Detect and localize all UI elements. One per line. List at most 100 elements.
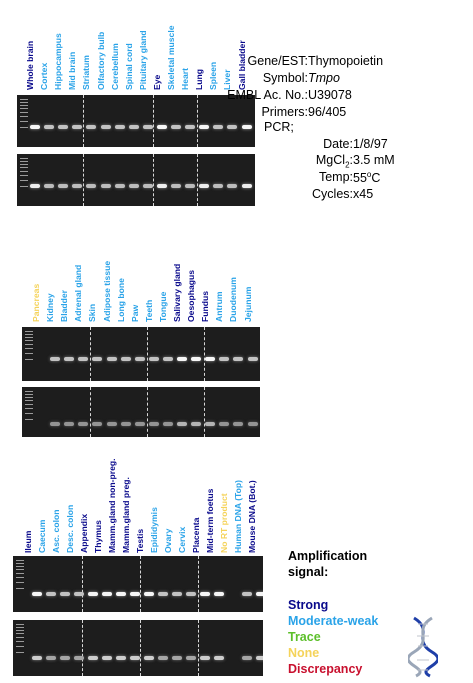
- gel-band: [114, 184, 125, 188]
- ladder-rung: [20, 180, 28, 181]
- gel-band: [128, 125, 139, 129]
- gel-band: [46, 656, 56, 660]
- gel-band: [78, 422, 89, 426]
- ladder-rung: [16, 630, 24, 631]
- gel-band: [58, 125, 69, 129]
- lane-divider: [153, 154, 154, 206]
- dna-ladder: [16, 556, 24, 612]
- ladder-rung: [20, 121, 28, 122]
- panel2-lane-label: Pancreas: [31, 283, 41, 322]
- gel-band: [74, 656, 84, 660]
- panel1-gel-bottom: [17, 154, 255, 206]
- ladder-rung: [25, 394, 33, 395]
- gel-band: [120, 422, 131, 426]
- gel-band: [88, 656, 98, 660]
- gel-band: [186, 592, 196, 596]
- lane-divider: [82, 620, 83, 676]
- gel-band: [92, 357, 103, 361]
- gel-band: [214, 656, 224, 660]
- lane-divider: [147, 387, 148, 437]
- gel-band: [200, 656, 210, 660]
- ladder-rung: [25, 391, 33, 392]
- gel-band: [256, 592, 263, 596]
- ladder-rung: [25, 408, 33, 409]
- legend-trace: Trace: [288, 630, 321, 644]
- panel2-gel-bottom: [22, 387, 260, 437]
- panel3-lane-label: Mamm.gland non-preg.: [107, 458, 117, 553]
- symbol-value: Tmpo: [308, 71, 340, 85]
- gel-band: [241, 184, 252, 188]
- gel-band: [72, 184, 83, 188]
- gel-band: [78, 357, 89, 361]
- date-value: 1/8/97: [353, 137, 388, 151]
- gel-band: [242, 656, 252, 660]
- gel-band: [162, 357, 173, 361]
- gel-band: [227, 184, 238, 188]
- gel-band: [86, 125, 97, 129]
- ladder-rung: [20, 105, 28, 106]
- panel2-lane-label: Antrum: [214, 291, 225, 322]
- gel-band: [92, 422, 103, 426]
- gel-band: [72, 125, 83, 129]
- date-key: Date:: [323, 137, 353, 151]
- gel-band: [142, 184, 153, 188]
- lane-divider: [153, 95, 154, 147]
- cycles-value: x45: [353, 187, 374, 201]
- ladder-rung: [20, 112, 28, 113]
- ladder-rung: [16, 573, 24, 574]
- panel2-gel-top: [22, 327, 260, 381]
- gel-band: [32, 592, 42, 596]
- gel-band: [213, 125, 224, 129]
- ladder-rung: [25, 348, 33, 349]
- legend-discrepancy: Discrepancy: [288, 662, 363, 676]
- panel2-lane-label: Oesophagus: [186, 269, 197, 322]
- gel-band: [158, 592, 168, 596]
- dna-ladder: [25, 327, 33, 381]
- ladder-rung: [16, 588, 24, 589]
- temp-key: Temp:: [318, 170, 353, 184]
- gel-band: [213, 184, 224, 188]
- gel-band: [130, 656, 140, 660]
- panel3-lane-label: Ovary: [163, 528, 173, 553]
- gel-band: [134, 422, 145, 426]
- gel-band: [148, 422, 159, 426]
- gel-band: [106, 357, 117, 361]
- gel-band: [247, 422, 258, 426]
- gel-band: [172, 656, 182, 660]
- ladder-rung: [16, 563, 24, 564]
- gel-band: [219, 422, 230, 426]
- gel-band: [256, 656, 263, 660]
- gel-band: [44, 125, 55, 129]
- gel-band: [205, 422, 216, 426]
- ladder-rung: [20, 99, 28, 100]
- ladder-rung: [16, 577, 24, 578]
- ladder-rung: [25, 400, 33, 401]
- gel-band: [114, 125, 125, 129]
- lane-divider: [82, 556, 83, 612]
- panel3-lane-label: Mouse DNA (Bot.): [247, 480, 257, 553]
- panel3-gel-top: [13, 556, 263, 612]
- gel-band: [142, 125, 153, 129]
- ladder-rung: [20, 127, 28, 128]
- gel-band: [205, 357, 216, 361]
- gel-band: [120, 357, 131, 361]
- ladder-rung: [20, 158, 28, 159]
- ladder-rung: [20, 167, 28, 168]
- gene-info: Gene/EST: Thymopoietin Symbol: Tmpo EMBL…: [0, 0, 473, 201]
- ladder-rung: [25, 337, 33, 338]
- gene-value: Thymopoietin: [308, 54, 384, 68]
- ladder-rung: [16, 566, 24, 567]
- ladder-rung: [20, 164, 28, 165]
- temp-number: 55: [353, 171, 367, 186]
- gel-band: [177, 422, 187, 426]
- gel-band: [46, 592, 56, 596]
- gel-band: [144, 592, 154, 596]
- ladder-rung: [25, 334, 33, 335]
- panel2-lane-label: Teeth: [143, 299, 154, 322]
- ladder-rung: [25, 331, 33, 332]
- gel-band: [64, 422, 75, 426]
- mgcl2-key: MgCl2:: [316, 153, 353, 170]
- temp-degree: o: [366, 170, 372, 179]
- dna-ladder: [20, 95, 28, 147]
- panel2-lane-label: Adipose tissue: [101, 260, 112, 322]
